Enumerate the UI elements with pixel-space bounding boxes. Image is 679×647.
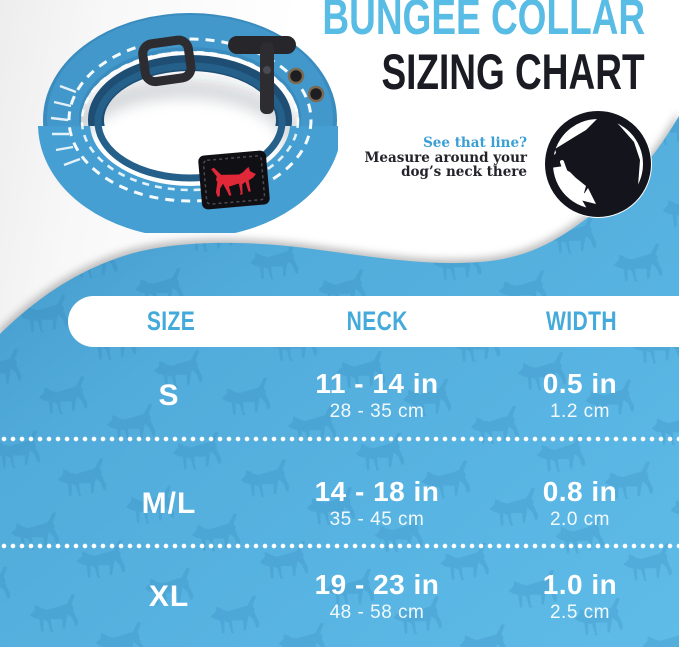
width-cm: 2.0 cm xyxy=(549,509,611,530)
measuring-instruction: See that line? Measure around your dog’s… xyxy=(364,136,527,180)
table-row-xl: XL 19 - 23 in 48 - 58 cm 1.0 in 2.5 cm xyxy=(0,567,679,627)
collar-keeper-loop xyxy=(138,35,196,87)
width-inches: 0.8 in xyxy=(542,476,618,507)
width-inches: 1.0 in xyxy=(542,569,618,600)
instruction-line-2: dog’s neck there xyxy=(401,164,527,180)
neck-inches: 11 - 14 in xyxy=(315,368,439,399)
bungee-elastic-section xyxy=(50,84,81,167)
row-divider xyxy=(0,436,679,442)
column-header-neck: NECK xyxy=(346,306,408,336)
row-divider xyxy=(0,543,679,549)
title-line-2: SIZING CHART xyxy=(381,44,645,100)
title-line-1: BUNGEE COLLAR xyxy=(322,0,645,45)
neck-cm: 28 - 35 cm xyxy=(329,401,425,422)
dog-pattern-overlay xyxy=(0,116,679,647)
width-cm: 2.5 cm xyxy=(549,602,611,623)
table-row-ml: M/L 14 - 18 in 35 - 45 cm 0.8 in 2.0 cm xyxy=(0,474,679,534)
table-header-bar: SIZE NECK WIDTH xyxy=(68,296,679,347)
instruction-highlight: See that line? xyxy=(423,135,527,151)
page-title: BUNGEE COLLAR SIZING CHART xyxy=(209,0,645,106)
measure-arrowhead xyxy=(580,188,596,204)
instruction-line-1: Measure around your xyxy=(364,149,527,166)
collar-buckle xyxy=(228,36,296,114)
width-cm: 1.2 cm xyxy=(549,401,611,422)
brand-patch xyxy=(198,150,270,210)
size-label: XL xyxy=(148,580,190,613)
neck-inches: 14 - 18 in xyxy=(314,476,440,507)
neck-inches: 19 - 23 in xyxy=(314,569,440,600)
dog-head-measure-icon xyxy=(544,110,652,218)
size-label: S xyxy=(158,379,180,412)
reflective-stitch-outer xyxy=(67,37,313,203)
dog-head-silhouette xyxy=(548,114,640,214)
collar-product-photo xyxy=(38,13,338,233)
column-header-size: SIZE xyxy=(146,306,196,336)
table-row-s: S 11 - 14 in 28 - 35 cm 0.5 in 1.2 cm xyxy=(0,366,679,426)
neck-cm: 48 - 58 cm xyxy=(329,602,425,623)
neck-cm: 35 - 45 cm xyxy=(329,509,425,530)
collar-eyelets xyxy=(287,67,325,103)
column-header-width: WIDTH xyxy=(545,306,617,336)
size-label: M/L xyxy=(141,487,197,520)
width-inches: 0.5 in xyxy=(542,368,618,399)
